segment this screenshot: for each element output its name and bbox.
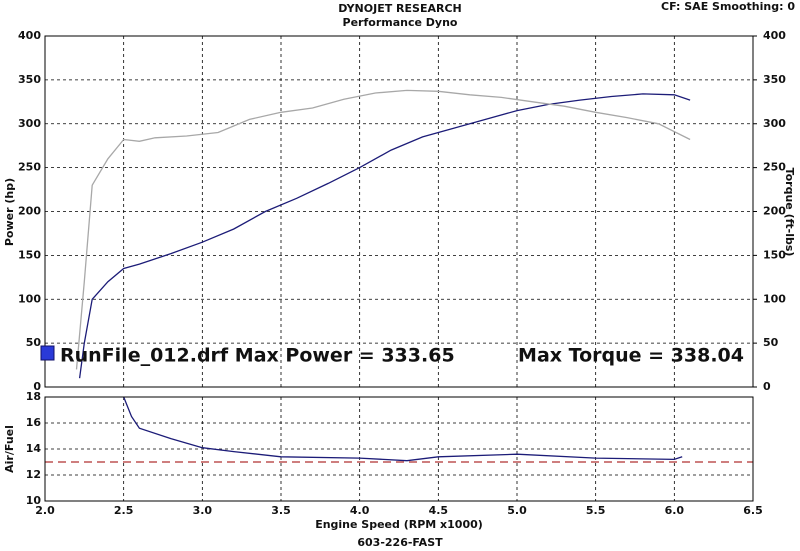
- x-tick-label: 6.0: [665, 504, 685, 517]
- x-label: Engine Speed (RPM x1000): [315, 518, 483, 531]
- x-tick-label: 3.0: [193, 504, 213, 517]
- y-tick-label: 350: [18, 73, 41, 86]
- y-tick-label: 14: [26, 442, 42, 455]
- y2-tick-label: 150: [763, 248, 786, 261]
- y-tick-label: 18: [26, 390, 41, 403]
- x-tick-label: 4.0: [350, 504, 370, 517]
- y-tick-label: 150: [18, 248, 41, 261]
- y2-tick-label: 400: [763, 29, 786, 42]
- y2-tick-label: 0: [763, 380, 771, 393]
- x-tick-label: 5.0: [507, 504, 527, 517]
- data-line: [78, 93, 691, 379]
- annotation: RunFile_012.drf Max Power = 333.65: [60, 345, 455, 367]
- y2-label: Torque (ft-lbs): [783, 168, 796, 257]
- y-tick-label: 100: [18, 292, 41, 305]
- y-tick-label: 200: [18, 205, 41, 218]
- y-label: Power (hp): [3, 178, 16, 246]
- y-tick-label: 50: [26, 336, 42, 349]
- subtitle: Performance Dyno: [343, 16, 458, 29]
- plot-frame: [44, 35, 754, 388]
- plot-frame: [44, 396, 754, 502]
- annotation: Max Torque = 338.04: [518, 345, 744, 367]
- run-icon: [40, 345, 55, 361]
- y-label: Air/Fuel: [3, 425, 16, 473]
- x-tick-label: 2.0: [35, 504, 55, 517]
- footer: 603-226-FAST: [357, 536, 443, 549]
- x-tick-label: 3.5: [271, 504, 291, 517]
- y-tick-label: 0: [33, 380, 41, 393]
- y2-tick-label: 250: [763, 161, 786, 174]
- y2-tick-label: 350: [763, 73, 786, 86]
- y2-tick-label: 300: [763, 117, 786, 130]
- x-tick-label: 6.5: [743, 504, 763, 517]
- y-tick-label: 400: [18, 29, 41, 42]
- y-tick-label: 16: [26, 416, 42, 429]
- y-tick-label: 12: [26, 468, 41, 481]
- x-tick-label: 5.5: [586, 504, 606, 517]
- y2-tick-label: 100: [763, 292, 786, 305]
- title: DYNOJET RESEARCH: [338, 2, 461, 15]
- x-tick-label: 2.5: [114, 504, 134, 517]
- y2-tick-label: 200: [763, 205, 786, 218]
- settings: CF: SAE Smoothing: 0: [661, 0, 795, 13]
- x-tick-label: 4.5: [429, 504, 449, 517]
- data-line: [75, 89, 691, 370]
- y-tick-label: 250: [18, 161, 41, 174]
- y-tick-label: 10: [26, 494, 42, 507]
- y2-tick-label: 50: [763, 336, 779, 349]
- y-tick-label: 300: [18, 117, 41, 130]
- data-line: [123, 396, 683, 462]
